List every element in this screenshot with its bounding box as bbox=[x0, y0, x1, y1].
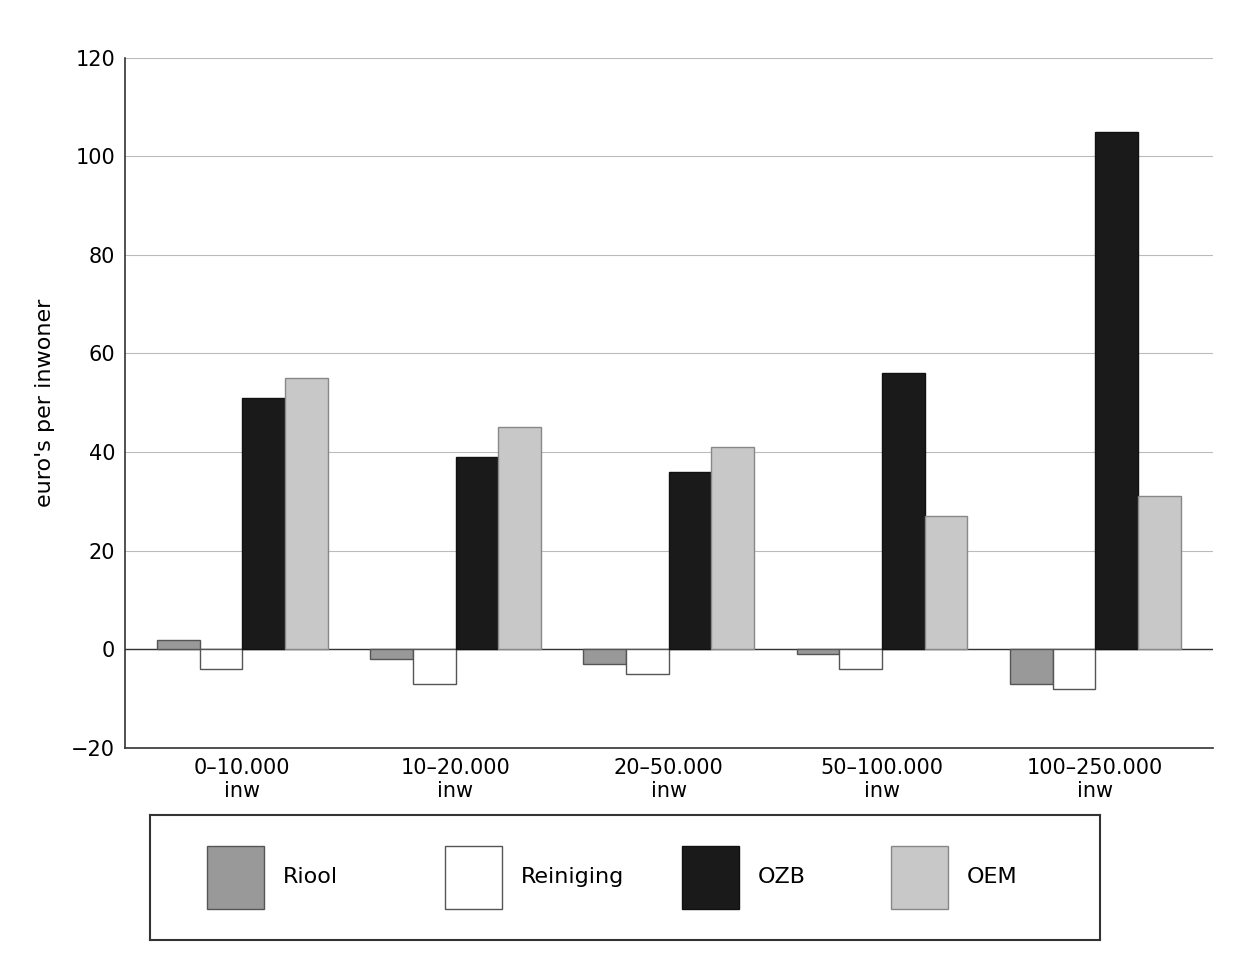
FancyBboxPatch shape bbox=[891, 846, 948, 909]
Bar bbox=[499, 428, 541, 649]
Bar bbox=[796, 649, 839, 654]
Text: OEM: OEM bbox=[968, 868, 1017, 887]
Bar bbox=[1010, 649, 1052, 684]
FancyBboxPatch shape bbox=[682, 846, 739, 909]
Bar bbox=[412, 649, 455, 684]
Bar bbox=[242, 398, 285, 649]
FancyBboxPatch shape bbox=[445, 846, 501, 909]
FancyBboxPatch shape bbox=[208, 846, 264, 909]
Bar bbox=[626, 649, 669, 674]
Text: Reiniging: Reiniging bbox=[520, 868, 624, 887]
Text: Riool: Riool bbox=[282, 868, 338, 887]
Bar bbox=[839, 649, 882, 669]
Bar bbox=[158, 640, 200, 649]
Text: OZB: OZB bbox=[758, 868, 806, 887]
Bar bbox=[1138, 497, 1180, 649]
Bar bbox=[370, 649, 413, 659]
Bar bbox=[1095, 131, 1138, 649]
Bar bbox=[455, 457, 499, 649]
Bar bbox=[584, 649, 626, 665]
Bar bbox=[925, 516, 968, 649]
Bar bbox=[285, 378, 328, 649]
Bar bbox=[200, 649, 242, 669]
Y-axis label: euro's per inwoner: euro's per inwoner bbox=[35, 298, 55, 507]
Bar bbox=[711, 447, 754, 649]
Bar bbox=[669, 472, 711, 649]
Bar bbox=[1052, 649, 1095, 689]
Bar bbox=[882, 373, 925, 649]
